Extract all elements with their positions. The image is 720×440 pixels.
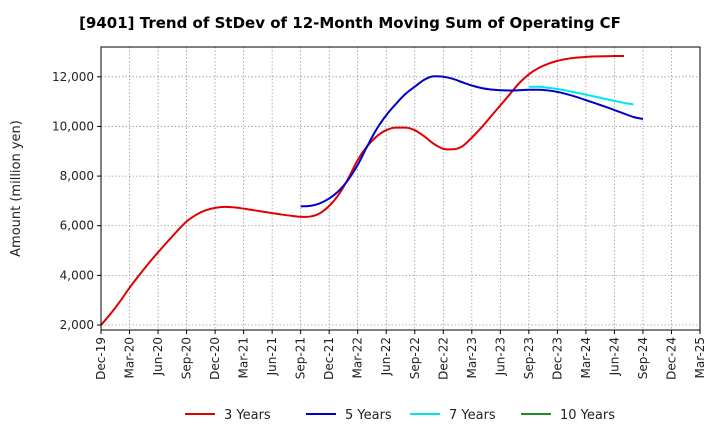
legend-label: 3 Years xyxy=(224,408,271,423)
x-tick-label: Mar-23 xyxy=(465,337,479,378)
x-tick-label: Jun-24 xyxy=(607,337,621,376)
plot-area-frame xyxy=(100,46,701,331)
legend-item-7-years: 7 Years xyxy=(410,408,496,423)
series-line-5-years xyxy=(300,75,644,208)
series-line-3-years xyxy=(100,54,624,326)
y-tick-label: 12,000 xyxy=(52,70,94,84)
legend-item-5-years: 5 Years xyxy=(306,408,392,423)
x-tick-label: Mar-21 xyxy=(237,337,251,378)
x-tick-label: Jun-21 xyxy=(265,337,279,376)
series-layer xyxy=(100,54,644,326)
y-tick-label: 8,000 xyxy=(60,169,94,183)
x-tick-label: Dec-20 xyxy=(208,337,222,380)
legend: 3 Years 5 Years 7 Years 10 Years xyxy=(185,408,615,423)
x-tick-label: Jun-22 xyxy=(379,337,393,376)
legend-label: 7 Years xyxy=(449,408,496,423)
x-tick-label: Sep-21 xyxy=(294,337,308,379)
x-tick-label: Mar-25 xyxy=(693,337,707,378)
x-tick-label: Sep-24 xyxy=(636,337,650,379)
y-tick-label: 10,000 xyxy=(52,119,94,133)
x-tick-label: Dec-23 xyxy=(550,337,564,380)
legend-item-3-years: 3 Years xyxy=(185,408,271,423)
y-axis-ticks: 2,000 4,000 6,000 8,000 10,000 12,000 xyxy=(52,70,101,332)
x-tick-label: Jun-20 xyxy=(151,337,165,376)
x-tick-label: Mar-22 xyxy=(351,337,365,378)
y-tick-label: 6,000 xyxy=(60,219,94,233)
x-tick-label: Sep-23 xyxy=(522,337,536,379)
x-tick-label: Dec-19 xyxy=(94,337,108,380)
legend-label: 10 Years xyxy=(560,408,615,423)
x-tick-label: Dec-21 xyxy=(322,337,336,380)
x-tick-label: Mar-24 xyxy=(579,337,593,378)
x-axis-ticks: Dec-19 Mar-20 Jun-20 Sep-20 Dec-20 Mar-21 Jun-… xyxy=(94,330,707,380)
y-tick-label: 2,000 xyxy=(60,318,94,332)
series-line-7-years xyxy=(528,85,634,106)
grid-layer xyxy=(101,47,700,330)
x-tick-label: Sep-20 xyxy=(180,337,194,379)
chart-title: [9401] Trend of StDev of 12-Month Moving… xyxy=(79,14,621,32)
x-tick-label: Dec-22 xyxy=(436,337,450,380)
x-tick-label: Sep-22 xyxy=(408,337,422,379)
y-tick-label: 4,000 xyxy=(60,268,94,282)
x-tick-label: Jun-23 xyxy=(493,337,507,376)
x-tick-label: Mar-20 xyxy=(123,337,137,378)
legend-item-10-years: 10 Years xyxy=(521,408,615,423)
legend-label: 5 Years xyxy=(345,408,392,423)
y-axis-label: Amount (million yen) xyxy=(9,120,24,257)
x-tick-label: Dec-24 xyxy=(664,337,678,380)
